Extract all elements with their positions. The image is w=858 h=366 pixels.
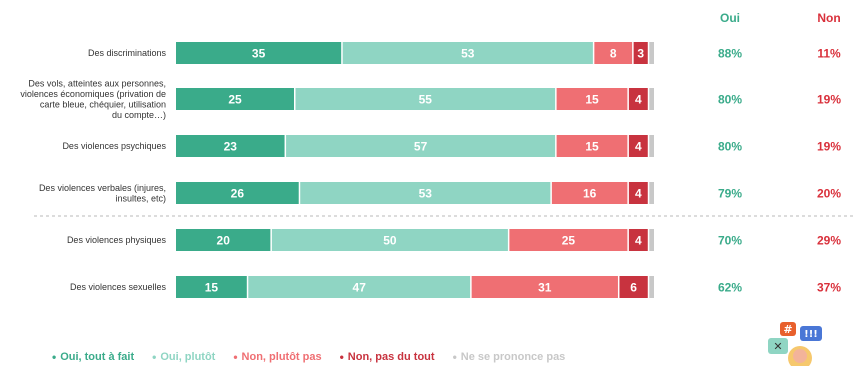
bar-segment bbox=[619, 276, 648, 298]
non-total: 19% bbox=[817, 93, 841, 107]
chat-bubbles-illustration-icon: # !!! ✕ bbox=[768, 322, 822, 366]
bar-value-label: 4 bbox=[635, 140, 642, 154]
bar-segment bbox=[628, 182, 648, 204]
bar-segment bbox=[342, 42, 593, 64]
category-label: Des violences psychiques bbox=[62, 141, 166, 151]
oui-total: 88% bbox=[718, 47, 742, 61]
bar-segment bbox=[633, 42, 648, 64]
oui-total: 80% bbox=[718, 140, 742, 154]
bar-value-label: 6 bbox=[630, 281, 637, 295]
oui-total: 62% bbox=[718, 281, 742, 295]
bar-value-label: 8 bbox=[610, 47, 617, 61]
bar-segment bbox=[556, 88, 628, 110]
legend-item-ne-se-prononce-pas: • Ne se prononce pas bbox=[453, 351, 566, 363]
bar-value-label: 57 bbox=[414, 140, 428, 154]
oui-total: 80% bbox=[718, 93, 742, 107]
legend-item-non-pas-du-tout: • Non, pas du tout bbox=[340, 351, 435, 363]
bar-value-label: 53 bbox=[461, 47, 475, 61]
legend-marker: • bbox=[339, 350, 344, 364]
legend-label: Non, plutôt pas bbox=[241, 351, 322, 363]
legend-marker: • bbox=[452, 350, 457, 364]
bar-value-label: 4 bbox=[635, 234, 642, 248]
bar-segment bbox=[594, 42, 633, 64]
bar-segment bbox=[649, 88, 654, 110]
bar-value-label: 16 bbox=[583, 187, 597, 201]
category-label: Des violences verbales (injures, insultes… bbox=[39, 183, 166, 204]
bar-value-label: 53 bbox=[419, 187, 433, 201]
bar-value-label: 35 bbox=[252, 47, 266, 61]
svg-text:!!!: !!! bbox=[804, 329, 818, 340]
bar-segment bbox=[176, 276, 247, 298]
non-total: 11% bbox=[817, 47, 841, 61]
bar-segment bbox=[649, 182, 654, 204]
bar-segment bbox=[649, 229, 654, 251]
non-total: 19% bbox=[817, 140, 841, 154]
bar-value-label: 15 bbox=[585, 93, 599, 107]
bar-segment bbox=[176, 229, 271, 251]
category-label: Des vols, atteintes aux personnes, violen… bbox=[20, 78, 166, 120]
bar-segment bbox=[649, 276, 654, 298]
bar-value-label: 3 bbox=[637, 47, 644, 61]
bar-value-label: 31 bbox=[538, 281, 552, 295]
bar-value-label: 4 bbox=[635, 93, 642, 107]
non-total: 29% bbox=[817, 234, 841, 248]
bar-segment bbox=[176, 88, 294, 110]
oui-total: 79% bbox=[718, 187, 742, 201]
non-total: 20% bbox=[817, 187, 841, 201]
bar-value-label: 15 bbox=[585, 140, 599, 154]
bar-segment bbox=[295, 88, 556, 110]
oui-total: 70% bbox=[718, 234, 742, 248]
bar-segment bbox=[649, 42, 654, 64]
bar-segment bbox=[286, 135, 556, 157]
stacked-bar-chart: Oui Non Des discriminations 35 53 8 3 88% 11% Des… bbox=[20, 11, 856, 298]
bar-value-label: 4 bbox=[635, 187, 642, 201]
bar-segment bbox=[556, 135, 628, 157]
bar-segment bbox=[176, 182, 299, 204]
legend-item-non-plutot-pas: • Non, plutôt pas bbox=[233, 351, 321, 363]
bar-segment bbox=[248, 276, 471, 298]
bar-segment bbox=[649, 135, 654, 157]
svg-text:#: # bbox=[783, 323, 792, 336]
legend: • Oui, tout à fait • Oui, plutôt • Non, … bbox=[52, 351, 565, 363]
non-total: 37% bbox=[817, 281, 841, 295]
bar-value-label: 23 bbox=[224, 140, 238, 154]
bar-value-label: 25 bbox=[228, 93, 242, 107]
legend-label: Oui, plutôt bbox=[160, 351, 216, 363]
svg-text:✕: ✕ bbox=[773, 340, 782, 353]
bar-segment bbox=[300, 182, 551, 204]
bar-value-label: 47 bbox=[353, 281, 367, 295]
bar-segment bbox=[628, 135, 648, 157]
category-label: Des violences sexuelles bbox=[70, 282, 167, 292]
legend-marker: • bbox=[152, 350, 157, 364]
category-label: Des violences physiques bbox=[67, 235, 167, 245]
oui-column-header: Oui bbox=[720, 11, 740, 25]
bar-segment bbox=[271, 229, 508, 251]
bar-segment bbox=[509, 229, 628, 251]
bar-segment bbox=[471, 276, 618, 298]
legend-marker: • bbox=[52, 350, 57, 364]
legend-item-oui-plutot: • Oui, plutôt bbox=[152, 351, 215, 363]
bar-value-label: 20 bbox=[217, 234, 231, 248]
legend-label: Oui, tout à fait bbox=[60, 351, 135, 363]
category-label: Des discriminations bbox=[88, 48, 167, 58]
legend-marker: • bbox=[233, 350, 238, 364]
bar-segment bbox=[628, 88, 648, 110]
bar-value-label: 26 bbox=[231, 187, 245, 201]
legend-label: Non, pas du tout bbox=[347, 351, 435, 363]
legend-label: Ne se prononce pas bbox=[460, 351, 566, 363]
legend-item-oui-tout-a-fait: • Oui, tout à fait bbox=[52, 351, 134, 363]
bar-value-label: 50 bbox=[383, 234, 397, 248]
bar-segment bbox=[176, 42, 342, 64]
bar-value-label: 25 bbox=[562, 234, 576, 248]
non-column-header: Non bbox=[817, 11, 840, 25]
bar-value-label: 15 bbox=[205, 281, 219, 295]
bar-value-label: 55 bbox=[419, 93, 433, 107]
bar-segment bbox=[628, 229, 648, 251]
bar-segment bbox=[551, 182, 628, 204]
bar-segment bbox=[176, 135, 285, 157]
